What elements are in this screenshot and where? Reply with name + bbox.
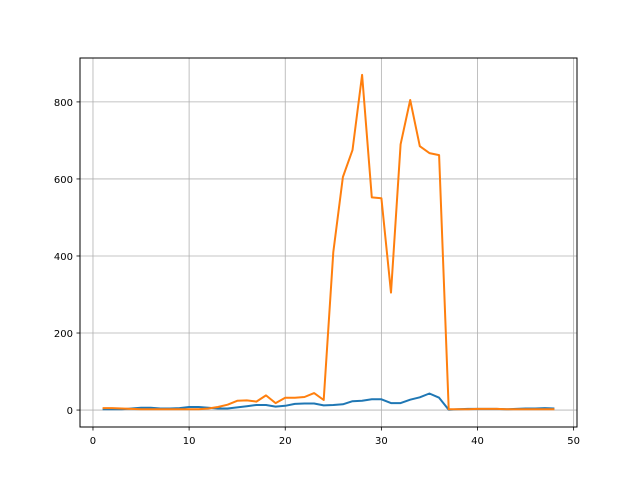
plot-area [80, 58, 577, 427]
series-lines [102, 73, 555, 411]
series-line-2 [102, 73, 555, 411]
y-tick-label: 800 [54, 98, 73, 109]
x-tick-label: 50 [567, 436, 580, 447]
axes-frame [79, 57, 578, 428]
x-tick-label: 40 [471, 436, 484, 447]
x-tick-label: 20 [279, 436, 292, 447]
x-tick-label: 10 [183, 436, 196, 447]
y-tick-label: 400 [54, 252, 73, 263]
y-tick-label: 600 [54, 175, 73, 186]
x-tick-label: 30 [375, 436, 388, 447]
ticks: 0 10 20 30 40 50 0 200 400 600 800 [54, 98, 580, 447]
x-tick-label: 0 [90, 436, 96, 447]
y-tick-label: 0 [67, 406, 73, 417]
y-tick-label: 200 [54, 329, 73, 340]
